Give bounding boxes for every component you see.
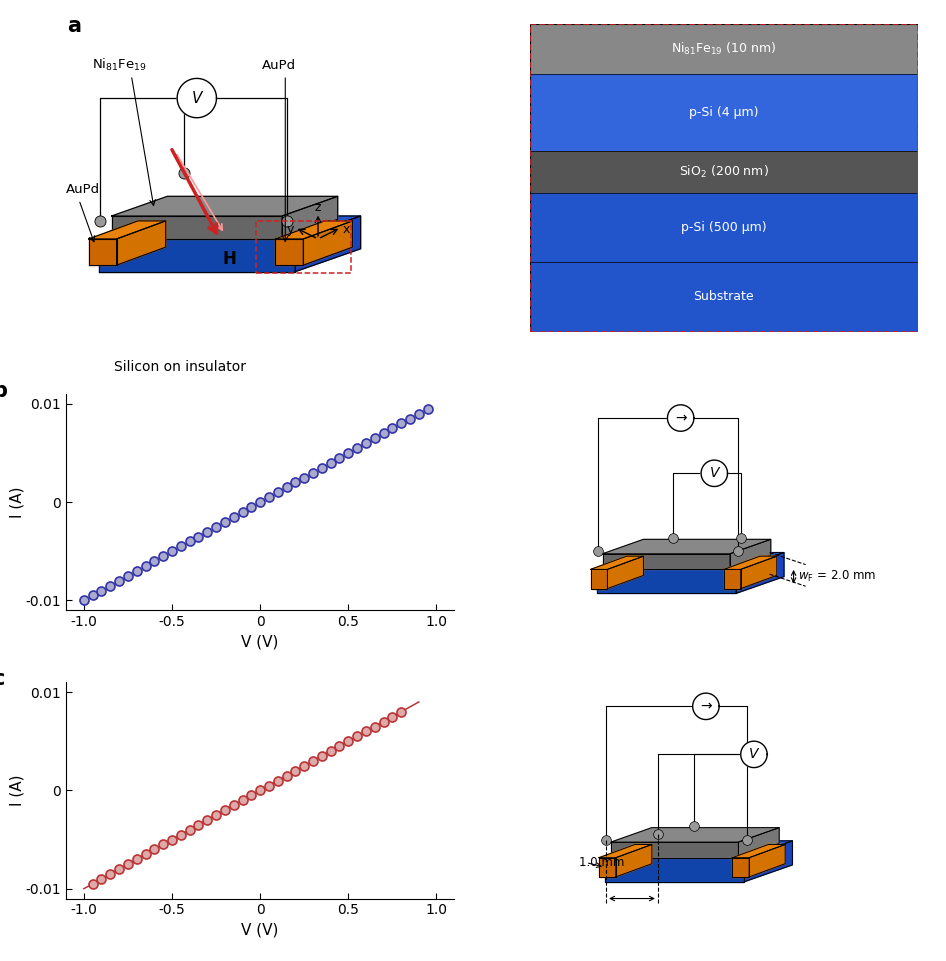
- Y-axis label: I (A): I (A): [9, 486, 25, 518]
- Bar: [530, 74, 918, 151]
- Polygon shape: [749, 845, 785, 876]
- Polygon shape: [605, 857, 745, 882]
- Polygon shape: [611, 842, 738, 857]
- Polygon shape: [745, 841, 793, 882]
- Text: Substrate: Substrate: [693, 290, 754, 304]
- Bar: [530, 24, 918, 74]
- Polygon shape: [738, 827, 780, 857]
- Polygon shape: [741, 556, 777, 588]
- Text: Ni$_{81}$Fe$_{19}$ (10 nm): Ni$_{81}$Fe$_{19}$ (10 nm): [671, 41, 777, 57]
- Polygon shape: [607, 556, 643, 588]
- Text: H: H: [222, 250, 236, 267]
- Bar: [255, 221, 351, 273]
- Text: →: →: [674, 411, 687, 425]
- Polygon shape: [736, 553, 784, 593]
- Polygon shape: [732, 857, 749, 876]
- X-axis label: V (V): V (V): [241, 923, 279, 938]
- Polygon shape: [668, 405, 693, 431]
- Text: b: b: [0, 381, 8, 401]
- Polygon shape: [730, 539, 771, 569]
- Text: →: →: [700, 700, 711, 713]
- Polygon shape: [599, 845, 652, 857]
- Polygon shape: [275, 239, 304, 265]
- Text: V: V: [749, 748, 759, 761]
- Text: x: x: [342, 223, 350, 235]
- Text: y: y: [287, 223, 294, 235]
- Y-axis label: I (A): I (A): [9, 775, 25, 806]
- Polygon shape: [701, 460, 727, 486]
- Text: V: V: [710, 466, 719, 480]
- Polygon shape: [724, 556, 777, 569]
- Polygon shape: [603, 539, 771, 554]
- Text: AuPd: AuPd: [262, 59, 296, 72]
- Bar: [530, 193, 918, 262]
- Polygon shape: [724, 569, 741, 588]
- Polygon shape: [112, 216, 282, 239]
- Polygon shape: [590, 556, 643, 569]
- X-axis label: V (V): V (V): [241, 634, 279, 650]
- Polygon shape: [597, 553, 784, 569]
- Polygon shape: [597, 569, 736, 593]
- Polygon shape: [116, 221, 166, 265]
- Text: $w_{\mathrm{F}}$ = 2.0 mm: $w_{\mathrm{F}}$ = 2.0 mm: [798, 569, 877, 584]
- Polygon shape: [611, 827, 780, 842]
- Polygon shape: [741, 741, 767, 768]
- Polygon shape: [603, 554, 730, 569]
- Text: 1.0 mm: 1.0 mm: [579, 856, 624, 869]
- Polygon shape: [605, 841, 793, 857]
- Text: p-Si (500 μm): p-Si (500 μm): [681, 221, 766, 234]
- Polygon shape: [692, 693, 719, 720]
- Polygon shape: [616, 845, 652, 876]
- Polygon shape: [89, 239, 116, 265]
- Polygon shape: [177, 79, 217, 117]
- Text: c: c: [0, 669, 5, 689]
- Polygon shape: [89, 221, 166, 239]
- Text: a: a: [67, 16, 81, 37]
- Text: Ni$_{81}$Fe$_{19}$: Ni$_{81}$Fe$_{19}$: [92, 58, 147, 73]
- Bar: [530, 151, 918, 193]
- Text: Silicon on insulator: Silicon on insulator: [114, 360, 247, 374]
- Polygon shape: [295, 216, 360, 272]
- Polygon shape: [112, 196, 338, 216]
- Polygon shape: [98, 216, 360, 239]
- Text: SiO$_2$ (200 nm): SiO$_2$ (200 nm): [678, 164, 769, 180]
- Text: p-Si (4 μm): p-Si (4 μm): [689, 106, 759, 119]
- Text: AuPd: AuPd: [66, 184, 100, 196]
- Polygon shape: [282, 196, 338, 239]
- Polygon shape: [304, 221, 353, 265]
- Polygon shape: [599, 857, 616, 876]
- Polygon shape: [275, 221, 353, 239]
- Text: V: V: [192, 90, 202, 106]
- Polygon shape: [590, 569, 607, 588]
- Polygon shape: [98, 239, 295, 272]
- Bar: [530, 262, 918, 332]
- Text: z: z: [315, 201, 322, 213]
- Polygon shape: [732, 845, 785, 857]
